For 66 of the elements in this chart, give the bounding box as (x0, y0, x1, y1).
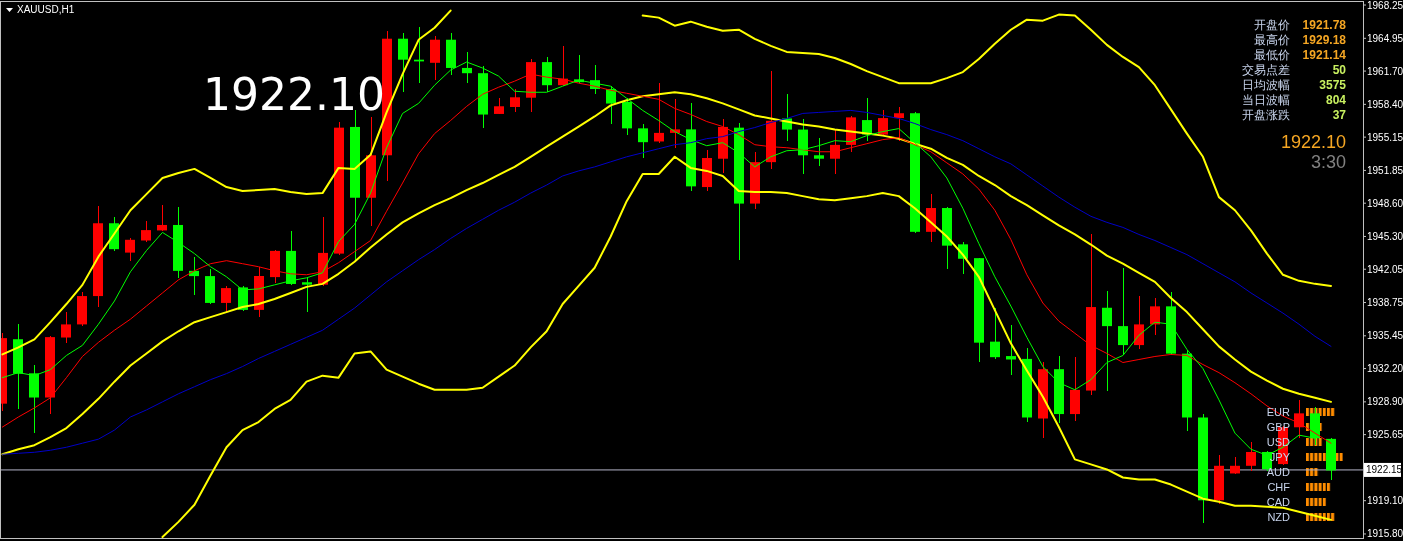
y-tick-label: CHF (1267, 481, 1291, 493)
y-tick-label: 1935.45 (1367, 330, 1403, 342)
chart-title: XAUUSD,H1 (17, 4, 75, 15)
annotation: 1929.18 (1302, 33, 1347, 47)
candlestick (61, 311, 71, 344)
annotation: 1921.14 (1302, 48, 1347, 62)
ref-line-label: 1922.15 (1366, 464, 1403, 476)
annotation: 804 (1325, 93, 1347, 107)
y-tick-label: AUD (1266, 466, 1291, 478)
candlestick (1006, 324, 1016, 376)
candlestick (1118, 267, 1128, 356)
candlestick (125, 237, 135, 262)
bar (1306, 483, 1331, 491)
annotation: 1922.10 (203, 69, 385, 120)
annotation: 1922.10 (1280, 132, 1346, 152)
y-tick-label: 1938.75 (1367, 297, 1403, 309)
candlestick (430, 35, 440, 81)
candlestick (990, 307, 1000, 360)
candlestick (1102, 290, 1112, 392)
candlestick (894, 106, 904, 142)
y-tick-label: NZD (1267, 511, 1291, 523)
candlestick (221, 285, 231, 313)
candlestick (510, 88, 520, 113)
candlestick (141, 220, 151, 243)
y-tick-label: 1932.20 (1367, 363, 1403, 375)
candlestick (398, 32, 408, 93)
y-tick-label: CAD (1266, 496, 1291, 508)
annotation: 交易点差 (1242, 63, 1290, 77)
annotation: 日均波幅 (1242, 78, 1290, 92)
y-tick-label: 1928.90 (1367, 396, 1403, 408)
y-tick-label: 1951.85 (1367, 164, 1403, 176)
candlestick (638, 123, 648, 159)
y-tick-label: 1948.60 (1367, 197, 1403, 209)
bar (1306, 498, 1327, 506)
annotation: 50 (1332, 63, 1347, 77)
y-tick-label: 1955.15 (1367, 131, 1403, 143)
annotation: 最低价 (1254, 48, 1290, 62)
y-tick-label: 1915.80 (1367, 528, 1403, 540)
candlestick (606, 85, 616, 125)
candlestick (1150, 297, 1160, 336)
y-tick-label: 1968.25 (1367, 0, 1403, 11)
candlestick (157, 204, 167, 232)
annotation: 开盘涨跌 (1242, 108, 1290, 122)
annotation: 3:30 (1310, 152, 1346, 172)
annotation: 当日波幅 (1242, 93, 1290, 107)
y-tick-label: 1958.40 (1367, 98, 1403, 110)
annotation: 最高价 (1254, 33, 1290, 47)
candlestick (302, 277, 312, 313)
y-tick-label: 1945.30 (1367, 230, 1403, 242)
y-tick-label: 1925.65 (1367, 429, 1403, 441)
annotation: 37 (1332, 108, 1347, 122)
candlestick (814, 137, 824, 167)
candlestick (1134, 295, 1144, 350)
candlestick (654, 82, 664, 144)
y-tick-label: GBP (1266, 421, 1290, 433)
candlestick (1246, 441, 1256, 472)
candlestick (878, 109, 888, 137)
candlestick (862, 97, 872, 142)
annotation: 开盘价 (1254, 18, 1290, 32)
y-tick-label: 1961.70 (1367, 65, 1403, 77)
candlestick (830, 128, 840, 175)
y-tick-label: 1919.10 (1367, 495, 1403, 507)
y-tick-label: 1964.95 (1367, 32, 1403, 44)
y-tick-label: 1942.05 (1367, 263, 1403, 275)
annotation: 3575 (1319, 78, 1347, 92)
annotation: 1921.78 (1302, 18, 1347, 32)
